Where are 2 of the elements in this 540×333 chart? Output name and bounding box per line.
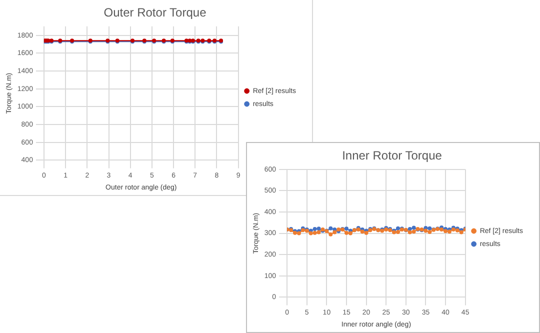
chart-title: Outer Rotor Torque [104, 6, 207, 20]
chart-title: Inner Rotor Torque [342, 148, 442, 163]
